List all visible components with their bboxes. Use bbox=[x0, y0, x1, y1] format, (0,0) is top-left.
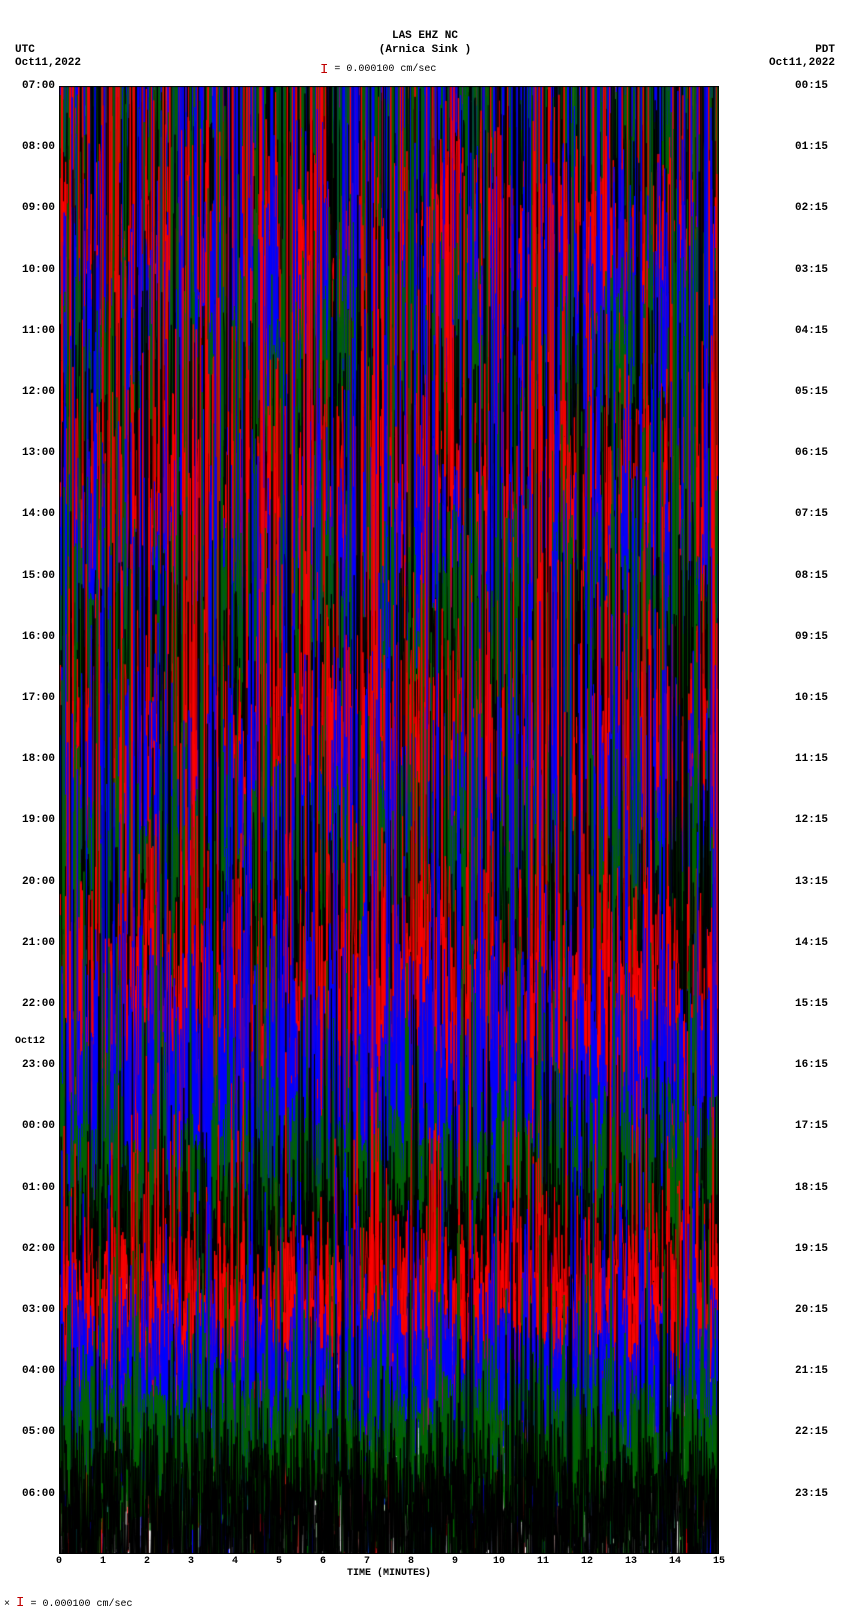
scale-tick-icon: I bbox=[320, 62, 328, 78]
y-right-label: 03:15 bbox=[795, 264, 835, 276]
y-right-label: 21:15 bbox=[795, 1365, 835, 1377]
y-right-label: 23:15 bbox=[795, 1488, 835, 1500]
y-right-label: 00:15 bbox=[795, 80, 835, 92]
y-left-label: 12:00 bbox=[15, 386, 55, 398]
y-right-label: 11:15 bbox=[795, 753, 835, 765]
y-right-label: 01:15 bbox=[795, 141, 835, 153]
y-right-label: 19:15 bbox=[795, 1243, 835, 1255]
y-left-label: 13:00 bbox=[15, 447, 55, 459]
x-label: 12 bbox=[581, 1556, 593, 1567]
y-right-label: 10:15 bbox=[795, 692, 835, 704]
y-left-label: 00:00 bbox=[15, 1120, 55, 1132]
y-left-label: 04:00 bbox=[15, 1365, 55, 1377]
y-left-label: 10:00 bbox=[15, 264, 55, 276]
x-label: 6 bbox=[320, 1556, 326, 1567]
y-right-label: 15:15 bbox=[795, 998, 835, 1010]
station-title: LAS EHZ NC bbox=[0, 30, 850, 42]
helicorder-plot bbox=[59, 86, 719, 1554]
x-label: 3 bbox=[188, 1556, 194, 1567]
y-right-label: 12:15 bbox=[795, 814, 835, 826]
left-timezone: UTC bbox=[15, 44, 35, 56]
y-left-label: 07:00 bbox=[15, 80, 55, 92]
x-label: 2 bbox=[144, 1556, 150, 1567]
x-label: 7 bbox=[364, 1556, 370, 1567]
y-right-label: 09:15 bbox=[795, 631, 835, 643]
x-label: 13 bbox=[625, 1556, 637, 1567]
footer-mark: × bbox=[4, 1599, 10, 1610]
y-right-label: 02:15 bbox=[795, 202, 835, 214]
footer-scale-text: = 0.000100 cm/sec bbox=[24, 1599, 132, 1610]
y-left-label: 14:00 bbox=[15, 508, 55, 520]
x-label: 9 bbox=[452, 1556, 458, 1567]
y-right-label: 22:15 bbox=[795, 1426, 835, 1438]
y-left-label: 21:00 bbox=[15, 937, 55, 949]
y-right-label: 05:15 bbox=[795, 386, 835, 398]
amplitude-scale: I = 0.000100 cm/sec bbox=[320, 60, 580, 76]
y-left-label: 16:00 bbox=[15, 631, 55, 643]
y-left-label: 09:00 bbox=[15, 202, 55, 214]
y-right-label: 17:15 bbox=[795, 1120, 835, 1132]
x-axis-title: TIME (MINUTES) bbox=[59, 1568, 719, 1579]
y-left-label: 18:00 bbox=[15, 753, 55, 765]
y-right-label: 18:15 bbox=[795, 1182, 835, 1194]
y-right-label: 16:15 bbox=[795, 1059, 835, 1071]
x-label: 0 bbox=[56, 1556, 62, 1567]
right-date: Oct11,2022 bbox=[769, 57, 835, 69]
right-timezone: PDT bbox=[815, 44, 835, 56]
y-right-label: 07:15 bbox=[795, 508, 835, 520]
y-right-label: 13:15 bbox=[795, 876, 835, 888]
scale-text: = 0.000100 cm/sec bbox=[328, 64, 436, 75]
x-label: 10 bbox=[493, 1556, 505, 1567]
x-label: 1 bbox=[100, 1556, 106, 1567]
y-left-label: 05:00 bbox=[15, 1426, 55, 1438]
x-label: 14 bbox=[669, 1556, 681, 1567]
x-label: 5 bbox=[276, 1556, 282, 1567]
y-right-label: 04:15 bbox=[795, 325, 835, 337]
y-right-label: 14:15 bbox=[795, 937, 835, 949]
left-date: Oct11,2022 bbox=[15, 57, 81, 69]
y-left-label: 20:00 bbox=[15, 876, 55, 888]
x-label: 8 bbox=[408, 1556, 414, 1567]
y-left-label: 17:00 bbox=[15, 692, 55, 704]
y-left-label: 01:00 bbox=[15, 1182, 55, 1194]
y-left-label: 15:00 bbox=[15, 570, 55, 582]
midnight-marker: Oct12 bbox=[15, 1036, 45, 1047]
y-left-label: 08:00 bbox=[15, 141, 55, 153]
x-label: 4 bbox=[232, 1556, 238, 1567]
x-label: 15 bbox=[713, 1556, 725, 1567]
x-label: 11 bbox=[537, 1556, 549, 1567]
y-left-label: 22:00 bbox=[15, 998, 55, 1010]
y-left-label: 03:00 bbox=[15, 1304, 55, 1316]
y-right-label: 06:15 bbox=[795, 447, 835, 459]
footer-amplitude-scale: × I = 0.000100 cm/sec bbox=[4, 1595, 132, 1611]
y-left-label: 06:00 bbox=[15, 1488, 55, 1500]
station-subtitle: (Arnica Sink ) bbox=[0, 44, 850, 56]
y-left-label: 02:00 bbox=[15, 1243, 55, 1255]
y-right-label: 08:15 bbox=[795, 570, 835, 582]
y-left-label: 19:00 bbox=[15, 814, 55, 826]
y-left-label: 23:00 bbox=[15, 1059, 55, 1071]
y-right-label: 20:15 bbox=[795, 1304, 835, 1316]
y-left-label: 11:00 bbox=[15, 325, 55, 337]
